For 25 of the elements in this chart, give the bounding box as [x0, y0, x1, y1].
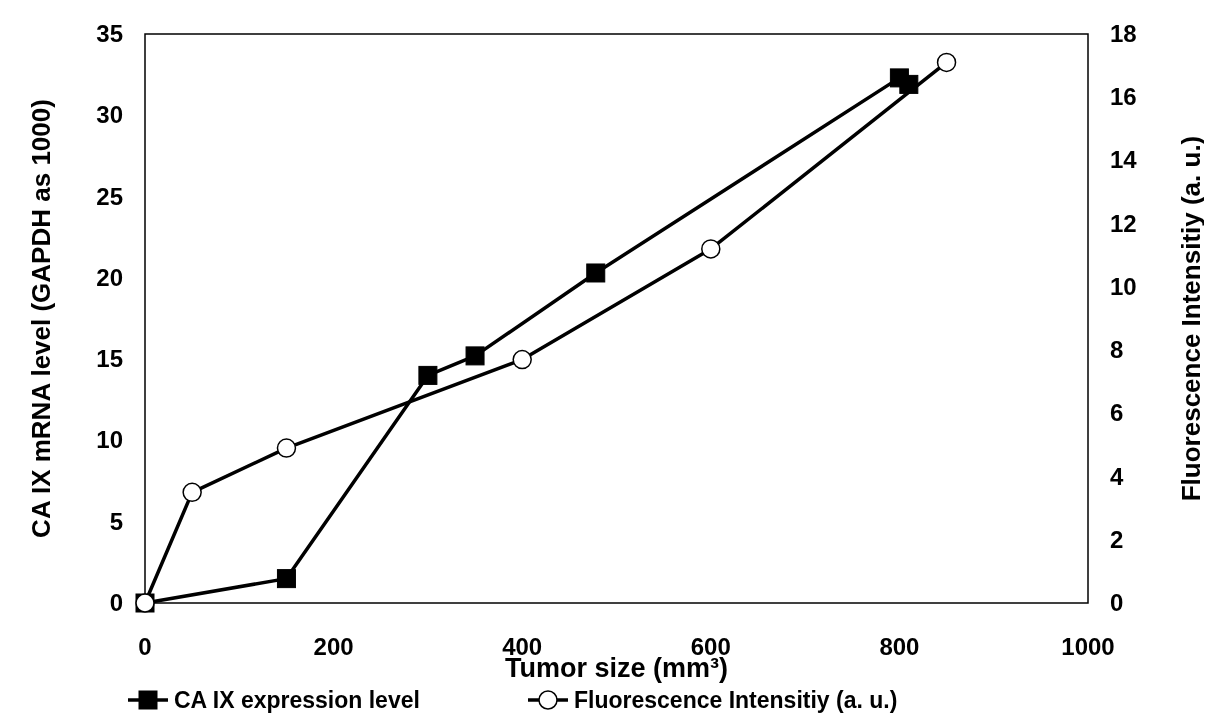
y-tick-label: 5: [109, 507, 123, 535]
y2-tick-label: 12: [1110, 209, 1137, 237]
y2-tick-label: 10: [1110, 272, 1137, 300]
y2-tick-label: 18: [1110, 20, 1137, 47]
legend-label: Fluorescence Intensitiy (a. u.): [574, 687, 898, 713]
x-tick-label: 800: [879, 633, 920, 660]
y-tick-label: 0: [109, 589, 123, 616]
y2-tick-label: 6: [1110, 399, 1124, 427]
y2-tick-label: 2: [1110, 525, 1124, 553]
y2-tick-label: 8: [1110, 336, 1124, 364]
x-tick-label: 1000: [1061, 633, 1115, 660]
y-tick-label: 15: [96, 345, 123, 373]
y2-tick-label: 0: [1110, 589, 1124, 616]
y-tick-label: 20: [96, 263, 123, 291]
y2-tick-label: 4: [1110, 462, 1124, 490]
y-axis-title: CA IX mRNA level (GAPDH as 1000): [26, 99, 56, 538]
y-tick-label: 30: [96, 101, 123, 129]
y2-tick-label: 14: [1110, 146, 1138, 174]
y-tick-label: 35: [96, 20, 123, 47]
x-tick-label: 0: [138, 633, 152, 660]
legend-label: CA IX expression level: [174, 687, 420, 713]
x-tick-label: 200: [313, 633, 354, 660]
y2-tick-label: 16: [1110, 83, 1137, 111]
y-tick-label: 10: [96, 426, 123, 454]
y-tick-label: 25: [96, 182, 123, 210]
